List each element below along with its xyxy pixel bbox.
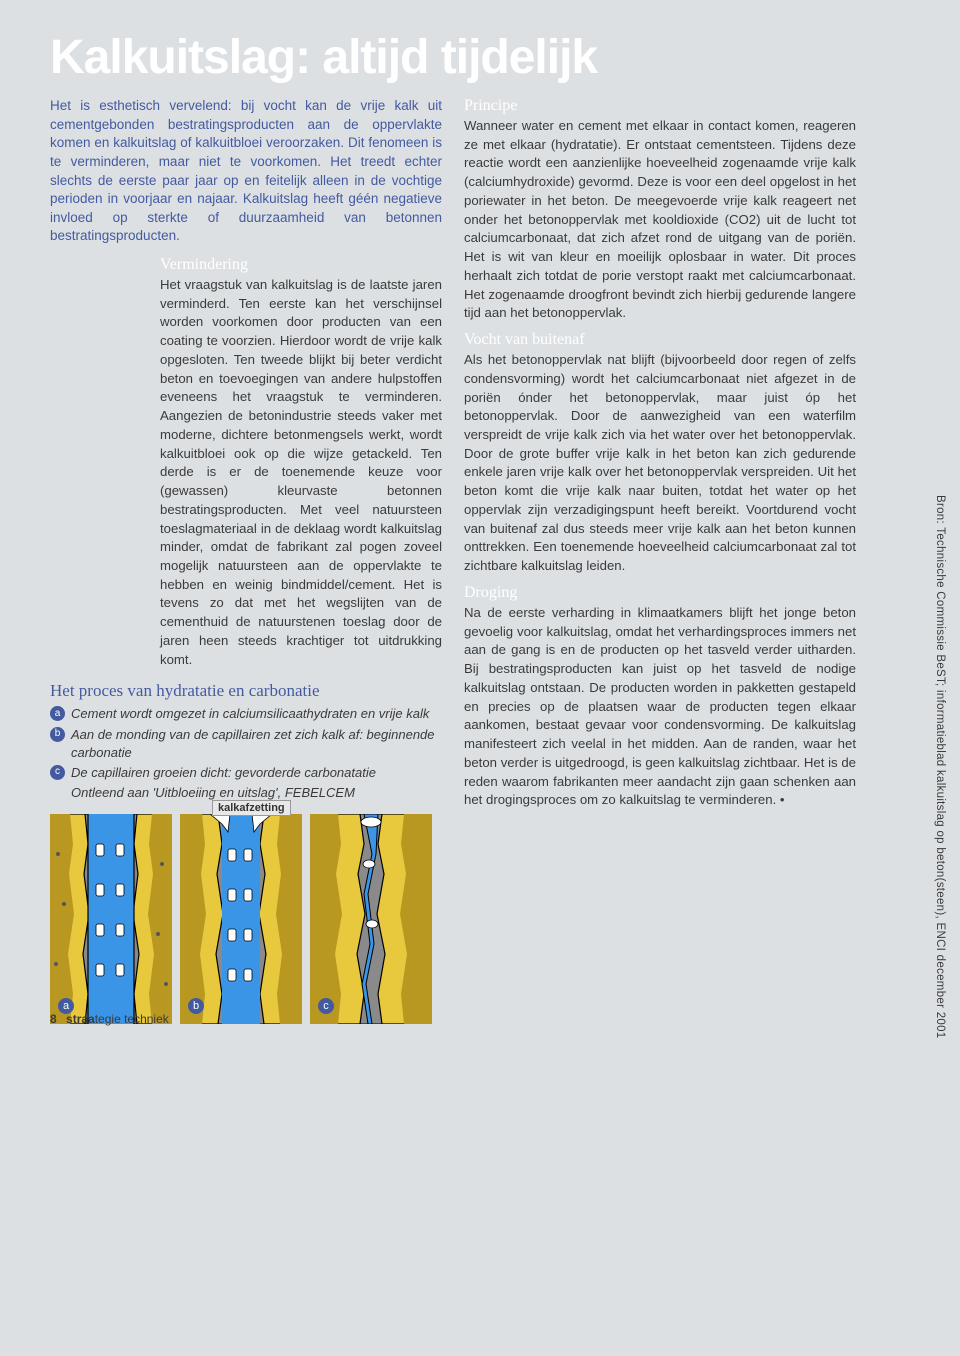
two-column-layout: Het is esthetisch vervelend: bij vocht k… (50, 97, 910, 1024)
bullet-c-icon: c (50, 765, 65, 780)
process-item-c-text: De capillairen groeien dicht: gevorderde… (71, 764, 376, 782)
process-list: a Cement wordt omgezet in calciumsilicaa… (50, 705, 442, 782)
body-text-vermindering: Het vraagstuk van kalkuitslag is de laat… (160, 276, 442, 669)
diagram-a-svg (50, 814, 172, 1024)
section-heading-vermindering: Vermindering (160, 256, 442, 274)
diagram-b: kalkafzetting (180, 814, 302, 1024)
kalkafzetting-label: kalkafzetting (212, 800, 291, 816)
journal-name-rest: tegie techniek (95, 1012, 169, 1026)
body-text-vocht: Als het betonoppervlak nat blijft (bijvo… (464, 351, 856, 576)
process-item-a-text: Cement wordt omgezet in calciumsilicaath… (71, 705, 429, 723)
process-item-b: b Aan de monding van de capillairen zet … (50, 726, 442, 762)
left-column: Het is esthetisch vervelend: bij vocht k… (50, 97, 442, 1024)
process-heading: Het proces van hydratatie en carbonatie (50, 681, 442, 701)
right-column: Principe Wanneer water en cement met elk… (464, 97, 856, 1024)
indented-section: Vermindering Het vraagstuk van kalkuitsl… (50, 256, 442, 669)
process-item-b-text: Aan de monding van de capillairen zet zi… (71, 726, 442, 762)
section-heading-vocht: Vocht van buitenaf (464, 331, 856, 349)
bullet-b-icon: b (50, 727, 65, 742)
diagram-b-svg (180, 814, 302, 1024)
page-title: Kalkuitslag: altijd tijdelijk (50, 30, 910, 85)
diagrams-row: a kalkafzetting (50, 814, 442, 1024)
diagram-c: c (310, 814, 432, 1024)
diagram-a: a (50, 814, 172, 1024)
intro-paragraph: Het is esthetisch vervelend: bij vocht k… (50, 97, 442, 246)
bullet-a-icon: a (50, 706, 65, 721)
body-text-principe: Wanneer water en cement met elkaar in co… (464, 117, 856, 323)
section-heading-droging: Droging (464, 584, 856, 602)
body-text-droging: Na de eerste verharding in klimaatkamers… (464, 604, 856, 810)
source-citation-vertical: Bron: Technische Commissie BeST; informa… (934, 495, 946, 1039)
diagram-c-svg (310, 814, 432, 1024)
process-item-c: c De capillairen groeien dicht: gevorder… (50, 764, 442, 782)
process-item-a: a Cement wordt omgezet in calciumsilicaa… (50, 705, 442, 723)
journal-name-bold: straa (66, 1012, 95, 1026)
page: Kalkuitslag: altijd tijdelijk Het is est… (0, 0, 960, 1044)
page-number: 8 (50, 1012, 57, 1026)
section-heading-principe: Principe (464, 97, 856, 115)
page-footer: 8 straategie techniek (50, 1012, 169, 1026)
